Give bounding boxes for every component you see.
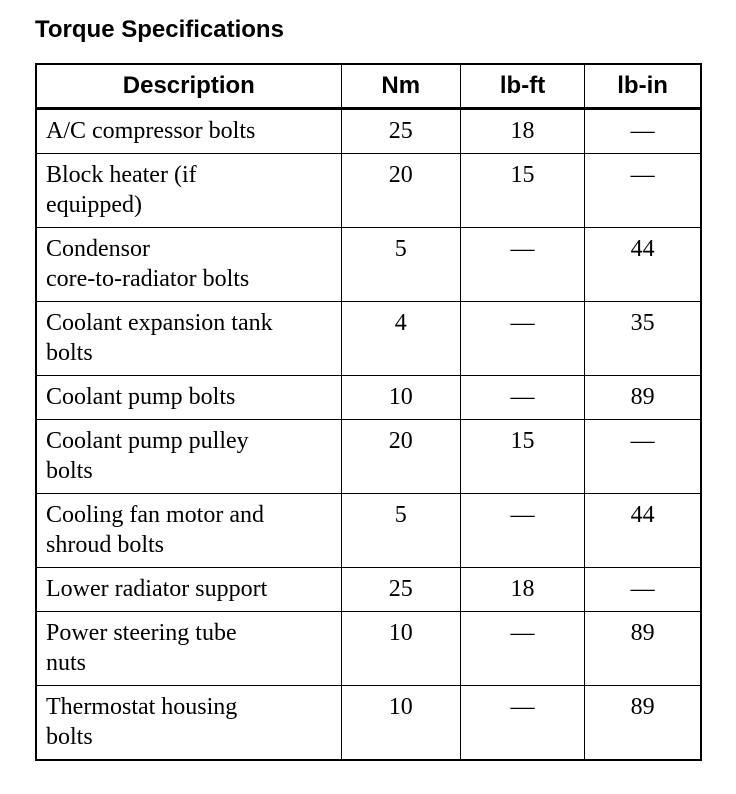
table-row: Power steering tube nuts 10—89 [35, 611, 702, 686]
lb-ft-cell: — [459, 611, 586, 686]
description-cell: Coolant pump bolts [35, 375, 342, 420]
description-cell: Thermostat housing bolts [35, 685, 342, 761]
column-header-nm: Nm [340, 63, 461, 110]
lb-in-cell: 89 [584, 375, 702, 420]
description-cell: Coolant pump pulley bolts [35, 419, 342, 494]
lb-ft-cell: 18 [459, 108, 586, 154]
lb-in-cell: 44 [584, 227, 702, 302]
nm-cell: 10 [340, 685, 461, 761]
table-row: Lower radiator support 25 18— [35, 567, 702, 612]
lb-ft-cell: — [459, 685, 586, 761]
table-row: Coolant pump pulley bolts 20 15— [35, 419, 702, 494]
column-header-lb-ft: lb-ft [459, 63, 586, 110]
description-cell: Block heater (if equipped) [35, 153, 342, 228]
lb-in-cell: — [584, 567, 702, 612]
nm-cell: 20 [340, 153, 461, 228]
description-cell: A/C compressor bolts [35, 108, 342, 154]
lb-ft-cell: 15 [459, 153, 586, 228]
column-header-lb-in: lb-in [584, 63, 702, 110]
page-title: Torque Specifications [35, 16, 284, 43]
lb-ft-cell: — [459, 493, 586, 568]
lb-ft-cell: 18 [459, 567, 586, 612]
description-cell: Lower radiator support [35, 567, 342, 612]
lb-in-cell: — [584, 419, 702, 494]
description-cell: Cooling fan motor and shroud bolts [35, 493, 342, 568]
column-header-description: Description [35, 63, 342, 110]
nm-cell: 10 [340, 375, 461, 420]
nm-cell: 5 [340, 227, 461, 302]
description-cell: Power steering tube nuts [35, 611, 342, 686]
nm-cell: 4 [340, 301, 461, 376]
lb-in-cell: 44 [584, 493, 702, 568]
table-row: Coolant expansion tank bolts 4—35 [35, 301, 702, 376]
lb-ft-cell: — [459, 301, 586, 376]
table-row: Thermostat housing bolts 10—89 [35, 685, 702, 761]
lb-ft-cell: — [459, 375, 586, 420]
lb-in-cell: — [584, 108, 702, 154]
nm-cell: 10 [340, 611, 461, 686]
lb-in-cell: 89 [584, 685, 702, 761]
description-cell: Condensor core-to-radiator bolts [35, 227, 342, 302]
torque-table: Description Nm lb-ft lb-in A/C compresso… [35, 63, 702, 761]
nm-cell: 20 [340, 419, 461, 494]
nm-cell: 25 [340, 567, 461, 612]
description-cell: Coolant expansion tank bolts [35, 301, 342, 376]
nm-cell: 5 [340, 493, 461, 568]
lb-in-cell: — [584, 153, 702, 228]
nm-cell: 25 [340, 108, 461, 154]
lb-ft-cell: 15 [459, 419, 586, 494]
table-row: A/C compressor bolts 25 18— [35, 108, 702, 154]
table-row: Cooling fan motor and shroud bolts 5—44 [35, 493, 702, 568]
lb-in-cell: 35 [584, 301, 702, 376]
table-row: Condensor core-to-radiator bolts 5—44 [35, 227, 702, 302]
table-row: Coolant pump bolts 10—89 [35, 375, 702, 420]
lb-in-cell: 89 [584, 611, 702, 686]
table-row: Block heater (if equipped) 20 15— [35, 153, 702, 228]
table-header-row: Description Nm lb-ft lb-in [35, 63, 702, 110]
lb-ft-cell: — [459, 227, 586, 302]
